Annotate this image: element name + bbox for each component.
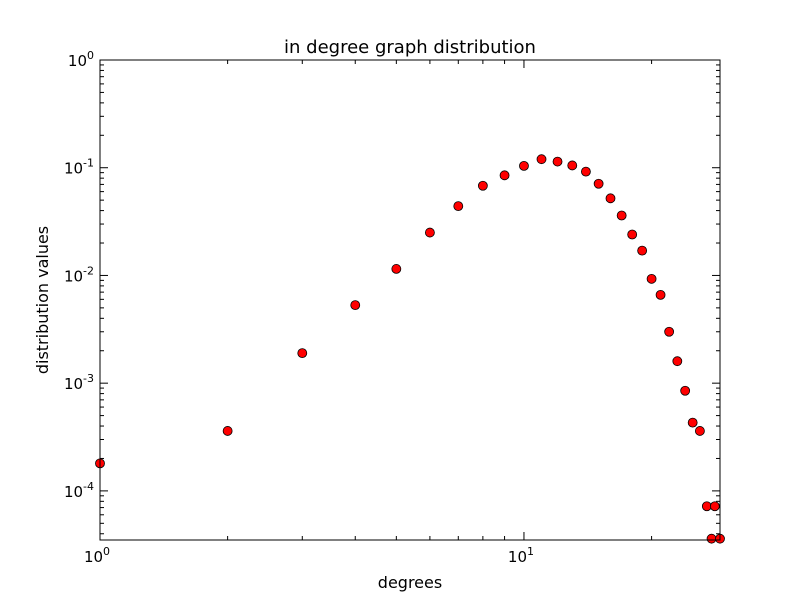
y-tick-label: 100 xyxy=(68,49,94,70)
chart-title: in degree graph distribution xyxy=(284,37,536,58)
y-tick-label: 10-1 xyxy=(64,157,94,178)
data-point xyxy=(222,426,233,436)
data-point xyxy=(627,229,638,240)
data-point xyxy=(593,178,604,189)
data-point xyxy=(637,245,648,256)
plot-frame xyxy=(99,59,721,541)
data-point xyxy=(687,417,698,428)
data-point xyxy=(477,180,488,191)
y-axis-label: distribution values xyxy=(33,226,52,374)
data-point xyxy=(425,227,435,238)
data-point xyxy=(350,300,361,311)
data-point xyxy=(453,201,464,212)
x-axis-label: degrees xyxy=(378,573,442,592)
data-point xyxy=(655,289,666,300)
data-point xyxy=(605,193,616,204)
data-point xyxy=(519,160,529,171)
tick-labels: 100 101 100 10-1 10-2 10-3 10-4 xyxy=(64,49,534,566)
data-point xyxy=(664,326,675,337)
data-point xyxy=(552,156,563,167)
data-point xyxy=(694,426,705,436)
data-point xyxy=(567,160,578,171)
data-point xyxy=(616,210,627,221)
data-point xyxy=(391,264,402,274)
data-point xyxy=(297,348,308,359)
data-point xyxy=(499,170,510,181)
y-tick-label: 10-2 xyxy=(64,264,94,285)
data-points xyxy=(95,154,725,544)
x-tick-label: 101 xyxy=(508,545,534,566)
plot-area xyxy=(95,59,725,544)
data-point xyxy=(680,385,691,396)
data-point xyxy=(536,154,547,165)
y-tick-label: 10-4 xyxy=(64,480,94,501)
data-point xyxy=(706,533,717,544)
y-tick-label: 10-3 xyxy=(64,372,94,393)
x-tick-label: 100 xyxy=(84,545,110,566)
data-point xyxy=(581,166,591,177)
data-point xyxy=(646,273,657,284)
data-point xyxy=(709,501,720,512)
data-point xyxy=(672,356,683,367)
